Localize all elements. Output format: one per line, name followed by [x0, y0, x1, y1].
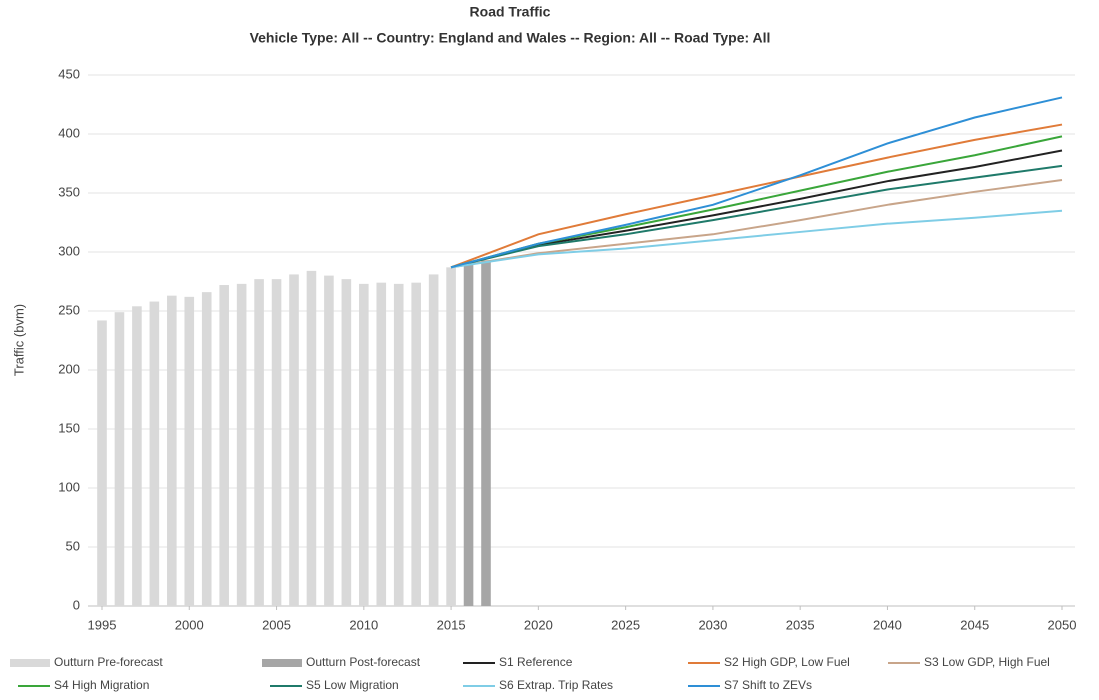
y-tick-label: 200	[58, 361, 80, 376]
line	[450, 135, 1063, 269]
bar	[481, 260, 491, 606]
y-tick-label: 250	[58, 302, 80, 317]
line	[450, 96, 1063, 269]
line	[450, 209, 1063, 269]
legend-label: S3 Low GDP, High Fuel	[924, 655, 1050, 669]
bar	[428, 274, 439, 606]
bar	[149, 301, 160, 606]
y-tick-label: 100	[58, 479, 80, 494]
line	[450, 179, 1063, 269]
bar	[97, 320, 107, 606]
bar	[446, 267, 456, 606]
legend-label: S1 Reference	[499, 655, 573, 669]
legend-label: Outturn Pre-forecast	[54, 655, 163, 669]
bar	[201, 292, 212, 606]
bar	[411, 282, 421, 606]
bar	[236, 283, 247, 606]
x-tick-label: 2050	[1048, 617, 1077, 632]
bar	[132, 306, 142, 606]
x-tick-label: 2000	[175, 617, 204, 632]
x-tick-label: 2020	[524, 617, 553, 632]
bar	[114, 312, 125, 606]
x-tick-label: 2035	[786, 617, 815, 632]
bar	[184, 296, 195, 606]
y-tick-label: 400	[58, 125, 80, 140]
line	[450, 123, 1063, 269]
bar	[219, 285, 229, 606]
y-axis-label: Traffic (bvm)	[11, 304, 26, 376]
bar	[393, 283, 404, 606]
bar	[341, 279, 352, 606]
x-tick-label: 2030	[698, 617, 727, 632]
bar	[324, 275, 334, 606]
chart-title: Road Traffic	[470, 4, 551, 20]
legend-swatch	[262, 659, 302, 667]
line	[450, 149, 1063, 269]
legend-label: S4 High Migration	[54, 678, 149, 692]
y-tick-label: 50	[66, 538, 80, 553]
legend-label: Outturn Post-forecast	[306, 655, 421, 669]
bar	[167, 295, 177, 606]
y-tick-label: 350	[58, 184, 80, 199]
bar	[463, 262, 474, 606]
x-tick-label: 2045	[960, 617, 989, 632]
x-tick-label: 2025	[611, 617, 640, 632]
bar	[306, 270, 317, 606]
legend-label: S5 Low Migration	[306, 678, 399, 692]
y-tick-label: 450	[58, 66, 80, 81]
x-tick-label: 1995	[88, 617, 117, 632]
line	[450, 164, 1063, 269]
x-tick-label: 2010	[349, 617, 378, 632]
legend: Outturn Pre-forecast Outturn Post-forecas…	[10, 655, 1050, 692]
bar	[359, 283, 369, 606]
y-tick-label: 300	[58, 243, 80, 258]
y-tick-label: 150	[58, 420, 80, 435]
x-tick-label: 2015	[437, 617, 466, 632]
x-tick-label: 2040	[873, 617, 902, 632]
chart-subtitle: Vehicle Type: All -- Country: England an…	[250, 30, 771, 46]
legend-label: S2 High GDP, Low Fuel	[724, 655, 850, 669]
bar	[254, 279, 264, 606]
bar	[376, 282, 387, 606]
legend-label: S6 Extrap. Trip Rates	[499, 678, 613, 692]
x-tick-label: 2005	[262, 617, 291, 632]
bar	[271, 279, 282, 606]
legend-label: S7 Shift to ZEVs	[724, 678, 812, 692]
y-tick-label: 0	[73, 597, 80, 612]
legend-swatch	[10, 659, 50, 667]
bar	[289, 274, 299, 606]
